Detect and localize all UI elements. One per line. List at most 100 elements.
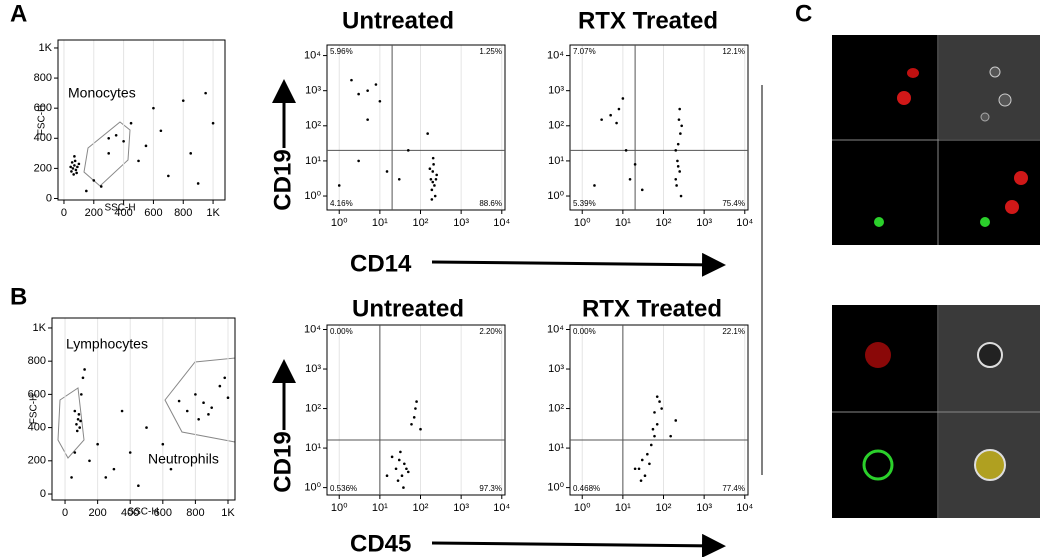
point — [70, 170, 73, 173]
quadrant-label: 0.468% — [573, 484, 600, 493]
point — [99, 185, 103, 188]
point — [640, 458, 644, 462]
point — [653, 434, 656, 438]
annotation: Neutrophils — [148, 451, 219, 467]
y-tick-label: 10⁰ — [547, 482, 564, 494]
point — [633, 163, 637, 166]
point — [223, 376, 227, 380]
x-axis-label: CD45 — [350, 530, 411, 557]
point — [414, 407, 417, 410]
y-tick-label: 10⁴ — [304, 323, 321, 335]
x-tick-label: 10¹ — [615, 502, 631, 514]
x-tick-label: 10⁰ — [574, 502, 591, 514]
x-tick-label: 10¹ — [615, 217, 631, 229]
point — [593, 184, 596, 187]
point — [137, 159, 140, 163]
quadrant-label: 97.3% — [479, 484, 502, 493]
x-tick-label: 10² — [656, 217, 672, 229]
point — [80, 393, 83, 396]
point — [77, 413, 81, 416]
point — [83, 368, 86, 371]
point — [202, 401, 205, 404]
point — [88, 459, 91, 463]
point — [434, 177, 438, 181]
point — [628, 177, 632, 181]
y-tick-label: 10² — [548, 120, 564, 132]
y-tick-label: 10² — [305, 120, 321, 132]
point — [412, 416, 416, 419]
point — [646, 452, 649, 456]
point — [96, 442, 99, 446]
point — [432, 163, 435, 166]
point — [92, 179, 96, 182]
point — [128, 451, 132, 454]
point — [181, 99, 185, 102]
microscopy-image — [832, 35, 1040, 245]
point — [674, 149, 678, 152]
x-tick-label: 0 — [61, 207, 67, 219]
point — [81, 376, 85, 380]
quadrant-label: 7.07% — [573, 47, 596, 56]
point — [144, 144, 148, 148]
point — [104, 476, 108, 479]
point — [410, 422, 413, 426]
chart-title: Untreated — [352, 295, 464, 322]
point — [197, 417, 200, 421]
point — [196, 182, 200, 185]
gate — [164, 357, 236, 443]
axis-arrow — [431, 533, 726, 557]
point — [169, 467, 173, 471]
x-tick-label: 10⁰ — [574, 217, 591, 229]
point — [669, 434, 672, 438]
x-tick-label: 10³ — [696, 502, 712, 514]
x-tick-label: 10⁰ — [331, 502, 348, 514]
point — [678, 107, 681, 111]
x-tick-label: 1K — [221, 507, 235, 519]
plot-frame — [569, 324, 749, 496]
y-axis-label: FSC-H — [37, 105, 48, 136]
point — [73, 164, 76, 167]
quadrant-label: 1.25% — [479, 47, 502, 56]
y-axis-label: CD19 — [269, 149, 296, 210]
quadrant-label: 22.1% — [722, 327, 745, 336]
point — [615, 121, 618, 125]
plot-frame — [51, 317, 236, 501]
x-tick-label: 10³ — [696, 217, 712, 229]
point — [75, 171, 78, 175]
quadrant-label: 0.00% — [573, 327, 596, 336]
quadrant-label: 12.1% — [722, 47, 745, 56]
chart-title: Untreated — [342, 7, 454, 34]
x-tick-label: 10³ — [453, 217, 469, 229]
point — [137, 484, 140, 488]
point — [397, 177, 401, 181]
point — [70, 476, 73, 479]
point — [167, 174, 170, 178]
chart-title: RTX Treated — [578, 7, 718, 34]
point — [643, 474, 647, 478]
quadrant-label: 0.536% — [330, 484, 357, 493]
y-tick-label: 10¹ — [548, 155, 564, 167]
point — [226, 396, 230, 400]
x-tick-label: 1K — [206, 207, 220, 219]
y-tick-label: 10⁴ — [304, 49, 321, 61]
point — [676, 165, 680, 168]
point — [366, 118, 369, 121]
point — [385, 474, 389, 478]
point — [431, 156, 435, 160]
point — [658, 400, 661, 403]
x-axis-label: CD14 — [350, 250, 412, 277]
point — [161, 442, 165, 446]
y-tick-label: 10³ — [548, 85, 564, 97]
point — [390, 455, 394, 459]
panel-letter: C — [795, 0, 812, 27]
point — [675, 184, 678, 187]
point — [431, 180, 435, 184]
x-tick-label: 10⁴ — [736, 217, 753, 229]
y-tick-label: 10³ — [305, 85, 321, 97]
x-tick-label: 400 — [114, 207, 132, 219]
gate — [83, 121, 131, 187]
point — [74, 168, 78, 172]
x-tick-label: 200 — [88, 507, 106, 519]
x-tick-label: 10³ — [453, 502, 469, 514]
